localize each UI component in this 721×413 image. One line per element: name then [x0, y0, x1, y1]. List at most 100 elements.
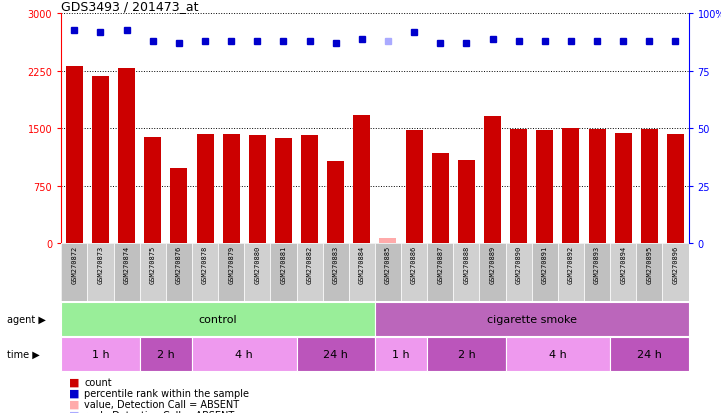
Bar: [510, 130, 527, 244]
Bar: [641, 130, 658, 244]
Text: GSM270881: GSM270881: [280, 245, 286, 284]
Text: GSM270880: GSM270880: [255, 245, 260, 284]
Text: 1 h: 1 h: [392, 349, 410, 359]
Bar: [301, 136, 318, 244]
Bar: [323, 244, 349, 301]
Bar: [118, 69, 135, 244]
Text: 2 h: 2 h: [458, 349, 475, 359]
Text: ■: ■: [68, 388, 79, 398]
Bar: [558, 244, 584, 301]
Text: GSM270873: GSM270873: [97, 245, 104, 284]
Bar: [588, 130, 606, 244]
Text: percentile rank within the sample: percentile rank within the sample: [84, 388, 249, 398]
Bar: [61, 244, 87, 301]
Bar: [114, 244, 140, 301]
Text: cigarette smoke: cigarette smoke: [487, 314, 577, 324]
Text: agent ▶: agent ▶: [7, 314, 46, 324]
Bar: [432, 154, 448, 244]
Bar: [427, 244, 454, 301]
Text: 2 h: 2 h: [157, 349, 174, 359]
Text: GSM270892: GSM270892: [568, 245, 574, 284]
Bar: [140, 244, 166, 301]
Bar: [66, 67, 83, 244]
Text: ■: ■: [68, 399, 79, 409]
Text: GSM270882: GSM270882: [306, 245, 313, 284]
Bar: [479, 244, 505, 301]
Text: GSM270874: GSM270874: [123, 245, 130, 284]
Text: count: count: [84, 377, 112, 387]
Text: GSM270886: GSM270886: [411, 245, 417, 284]
Text: 4 h: 4 h: [235, 349, 253, 359]
Bar: [296, 337, 375, 371]
Bar: [584, 244, 610, 301]
Bar: [244, 244, 270, 301]
Text: GSM270889: GSM270889: [490, 245, 495, 284]
Bar: [87, 244, 114, 301]
Bar: [454, 244, 479, 301]
Bar: [427, 337, 505, 371]
Bar: [379, 238, 397, 244]
Text: rank, Detection Call = ABSENT: rank, Detection Call = ABSENT: [84, 410, 234, 413]
Bar: [353, 115, 371, 244]
Bar: [636, 244, 663, 301]
Bar: [505, 244, 531, 301]
Text: GDS3493 / 201473_at: GDS3493 / 201473_at: [61, 0, 199, 13]
Text: GSM270896: GSM270896: [673, 245, 678, 284]
Text: control: control: [199, 314, 237, 324]
Bar: [536, 131, 553, 244]
Bar: [249, 135, 266, 244]
Bar: [610, 337, 689, 371]
Bar: [663, 244, 689, 301]
Bar: [531, 244, 558, 301]
Text: GSM270895: GSM270895: [646, 245, 653, 284]
Bar: [61, 302, 375, 336]
Text: ■: ■: [68, 377, 79, 387]
Text: 1 h: 1 h: [92, 349, 110, 359]
Bar: [484, 117, 501, 244]
Text: GSM270887: GSM270887: [437, 245, 443, 284]
Bar: [144, 138, 162, 244]
Bar: [615, 134, 632, 244]
Bar: [166, 244, 192, 301]
Bar: [458, 160, 475, 244]
Text: GSM270883: GSM270883: [332, 245, 339, 284]
Text: GSM270876: GSM270876: [176, 245, 182, 284]
Bar: [349, 244, 375, 301]
Bar: [218, 244, 244, 301]
Text: 4 h: 4 h: [549, 349, 567, 359]
Bar: [327, 161, 344, 244]
Bar: [61, 337, 140, 371]
Bar: [223, 134, 239, 244]
Bar: [375, 302, 689, 336]
Bar: [401, 244, 427, 301]
Text: time ▶: time ▶: [7, 349, 40, 359]
Text: GSM270893: GSM270893: [594, 245, 600, 284]
Text: GSM270891: GSM270891: [541, 245, 548, 284]
Bar: [170, 169, 187, 244]
Bar: [92, 76, 109, 244]
Text: GSM270888: GSM270888: [464, 245, 469, 284]
Text: GSM270884: GSM270884: [359, 245, 365, 284]
Bar: [610, 244, 636, 301]
Bar: [275, 138, 292, 244]
Bar: [505, 337, 610, 371]
Bar: [667, 134, 684, 244]
Bar: [406, 131, 423, 244]
Text: 24 h: 24 h: [637, 349, 662, 359]
Bar: [192, 244, 218, 301]
Bar: [140, 337, 192, 371]
Text: GSM270885: GSM270885: [385, 245, 391, 284]
Text: 24 h: 24 h: [323, 349, 348, 359]
Bar: [375, 337, 427, 371]
Text: GSM270875: GSM270875: [150, 245, 156, 284]
Bar: [296, 244, 323, 301]
Bar: [192, 337, 296, 371]
Bar: [270, 244, 296, 301]
Bar: [375, 244, 401, 301]
Text: ■: ■: [68, 410, 79, 413]
Bar: [562, 129, 580, 244]
Bar: [197, 134, 213, 244]
Text: GSM270879: GSM270879: [228, 245, 234, 284]
Text: GSM270894: GSM270894: [620, 245, 627, 284]
Text: GSM270890: GSM270890: [516, 245, 522, 284]
